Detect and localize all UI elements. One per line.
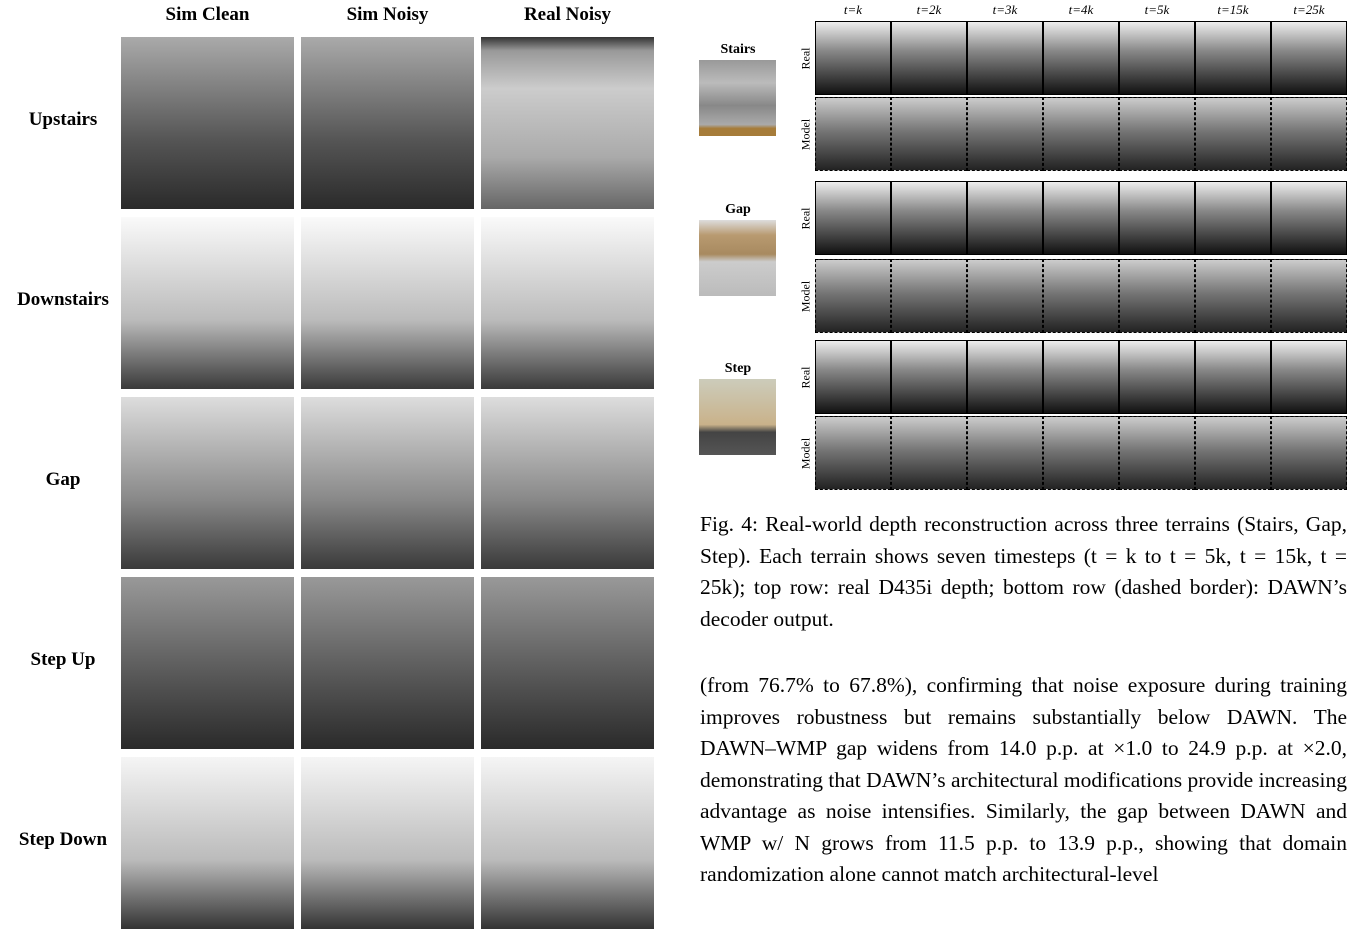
depth-tile <box>1043 97 1119 171</box>
depth-tile <box>891 340 967 414</box>
depth-tile <box>815 340 891 414</box>
timestep-label: t=k <box>815 2 891 18</box>
terrain-name: Gap <box>699 202 777 218</box>
depth-tile <box>967 21 1043 95</box>
timestep-label: t=2k <box>891 2 967 18</box>
depth-image <box>121 577 294 749</box>
depth-tile <box>815 21 891 95</box>
depth-image <box>481 757 654 929</box>
row-label: Gap <box>3 469 123 491</box>
depth-tile <box>1195 340 1271 414</box>
depth-tile <box>1271 181 1347 255</box>
depth-tile <box>1043 181 1119 255</box>
depth-tile <box>1119 259 1195 333</box>
row-label: Real <box>799 189 814 249</box>
depth-tile <box>967 97 1043 171</box>
depth-tile <box>891 259 967 333</box>
depth-tile <box>815 97 891 171</box>
depth-tile <box>1043 259 1119 333</box>
depth-image <box>301 37 474 209</box>
row-label: Step Down <box>3 829 123 851</box>
column-header: Sim Clean <box>121 4 294 26</box>
depth-tile <box>1195 21 1271 95</box>
timestep-label: t=4k <box>1043 2 1119 18</box>
depth-tile <box>1195 97 1271 171</box>
depth-tile <box>1119 340 1195 414</box>
depth-tile <box>967 259 1043 333</box>
depth-tile <box>1119 21 1195 95</box>
depth-tile <box>815 259 891 333</box>
depth-tile <box>891 97 967 171</box>
column-header: Sim Noisy <box>301 4 474 26</box>
terrain-photo <box>699 379 776 455</box>
depth-tile <box>1271 340 1347 414</box>
timestep-label: t=5k <box>1119 2 1195 18</box>
page: Fig. 4: Real-world depth reconstruction … <box>0 0 1357 930</box>
terrain-name: Stairs <box>699 42 777 58</box>
depth-image <box>121 217 294 389</box>
row-label: Real <box>799 29 814 89</box>
row-label: Downstairs <box>3 289 123 311</box>
depth-tile <box>967 340 1043 414</box>
body-text: (from 76.7% to 67.8%), confirming that n… <box>700 670 1347 891</box>
depth-image <box>481 37 654 209</box>
depth-tile <box>1195 259 1271 333</box>
depth-tile <box>815 181 891 255</box>
terrain-photo <box>699 220 776 296</box>
depth-image <box>301 577 474 749</box>
timestep-label: t=25k <box>1271 2 1347 18</box>
depth-tile <box>1119 181 1195 255</box>
depth-tile <box>891 21 967 95</box>
row-label: Model <box>799 424 814 484</box>
depth-tile <box>967 416 1043 490</box>
depth-tile <box>1271 259 1347 333</box>
depth-image <box>481 577 654 749</box>
depth-tile <box>1271 21 1347 95</box>
figure-caption: Fig. 4: Real-world depth reconstruction … <box>700 509 1347 635</box>
depth-image <box>301 397 474 569</box>
depth-image <box>481 217 654 389</box>
depth-image <box>301 757 474 929</box>
row-label: Real <box>799 348 814 408</box>
depth-image <box>121 757 294 929</box>
terrain-photo <box>699 60 776 136</box>
depth-tile <box>1271 416 1347 490</box>
depth-tile <box>1043 340 1119 414</box>
row-label: Step Up <box>3 649 123 671</box>
row-label: Model <box>799 105 814 165</box>
depth-tile <box>967 181 1043 255</box>
column-header: Real Noisy <box>481 4 654 26</box>
depth-tile <box>1119 416 1195 490</box>
timestep-label: t=15k <box>1195 2 1271 18</box>
row-label: Model <box>799 267 814 327</box>
row-label: Upstairs <box>3 109 123 131</box>
depth-tile <box>1043 21 1119 95</box>
depth-tile <box>1271 97 1347 171</box>
depth-image <box>301 217 474 389</box>
depth-image <box>121 397 294 569</box>
depth-tile <box>1119 97 1195 171</box>
depth-tile <box>815 416 891 490</box>
depth-tile <box>891 181 967 255</box>
terrain-name: Step <box>699 361 777 377</box>
depth-tile <box>1195 181 1271 255</box>
depth-image <box>121 37 294 209</box>
depth-tile <box>1195 416 1271 490</box>
depth-tile <box>1043 416 1119 490</box>
timestep-label: t=3k <box>967 2 1043 18</box>
depth-tile <box>891 416 967 490</box>
depth-image <box>481 397 654 569</box>
